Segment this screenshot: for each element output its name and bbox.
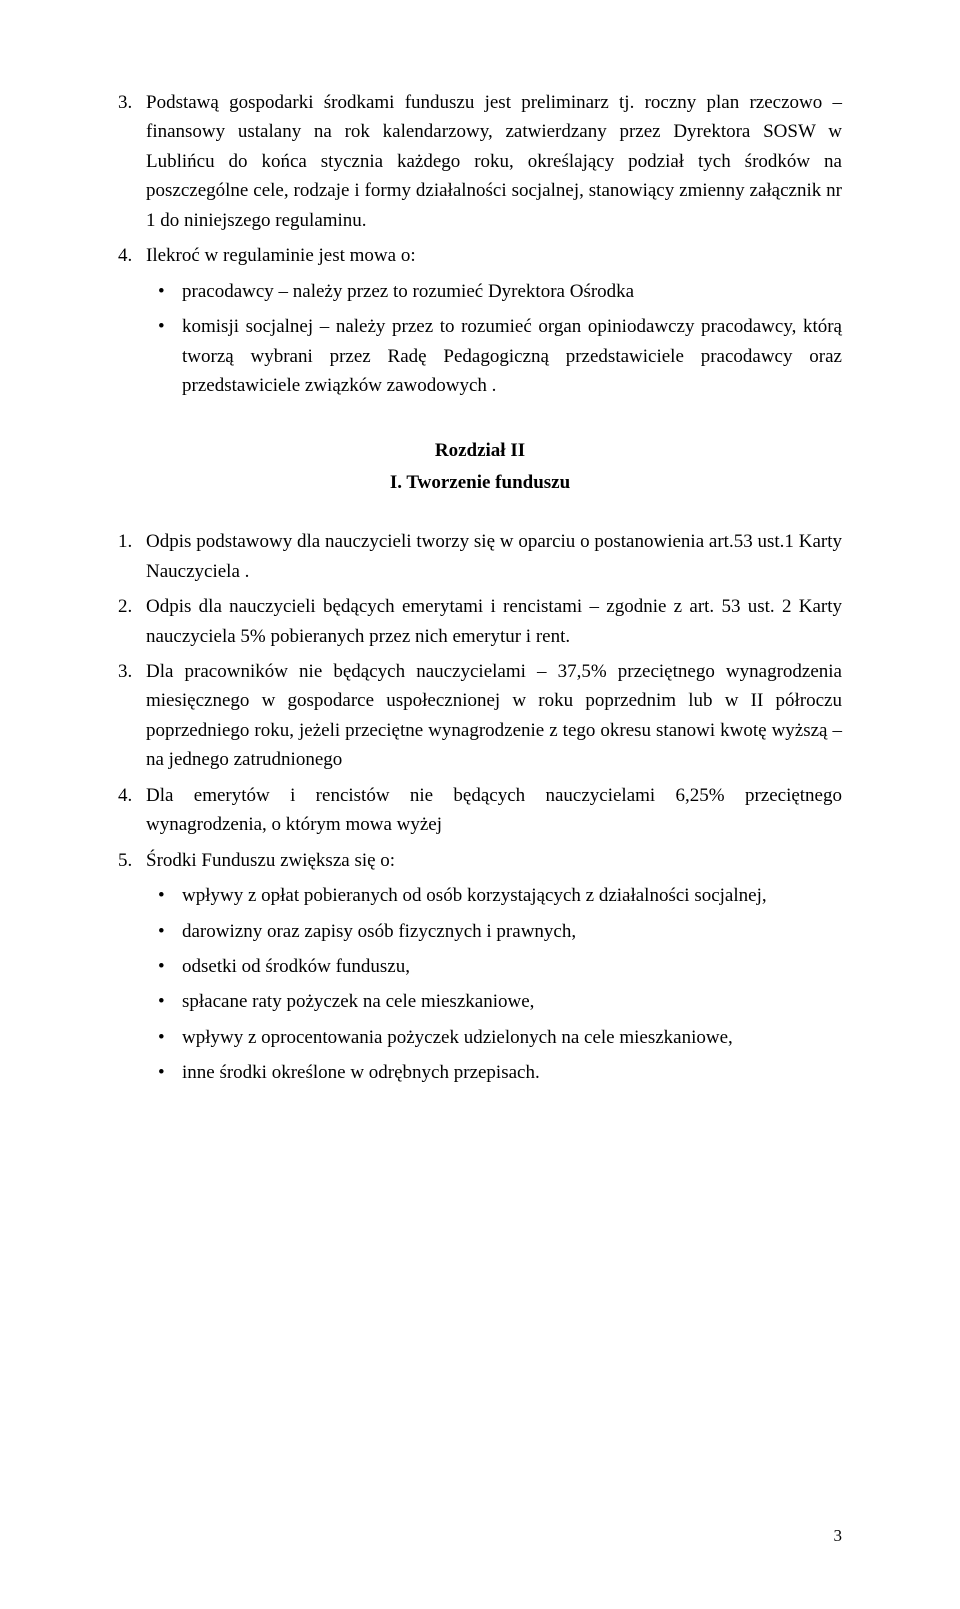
list-text: Środki Funduszu zwiększa się o: — [146, 846, 842, 875]
list-text: Dla emerytów i rencistów nie będących na… — [146, 781, 842, 840]
bullet-item: odsetki od środków funduszu, — [146, 952, 842, 981]
list-number: 3. — [118, 88, 146, 235]
bullet-list-r5: wpływy z opłat pobieranych od osób korzy… — [146, 881, 842, 1088]
list-text: Podstawą gospodarki środkami funduszu je… — [146, 88, 842, 235]
bullet-item: inne środki określone w odrębnych przepi… — [146, 1058, 842, 1087]
list-text: Odpis podstawowy dla nauczycieli tworzy … — [146, 527, 842, 586]
list-number: 1. — [118, 527, 146, 586]
list-text: Odpis dla nauczycieli będących emerytami… — [146, 592, 842, 651]
list-number: 4. — [118, 781, 146, 840]
page-number: 3 — [834, 1523, 843, 1549]
list-number: 2. — [118, 592, 146, 651]
bullet-item: komisji socjalnej – należy przez to rozu… — [146, 312, 842, 400]
list-number: 4. — [118, 241, 146, 270]
bullet-item: wpływy z oprocentowania pożyczek udzielo… — [146, 1023, 842, 1052]
list-text: Ilekroć w regulaminie jest mowa o: — [146, 241, 842, 270]
list-item-r3: 3. Dla pracowników nie będących nauczyci… — [118, 657, 842, 775]
bullet-item: wpływy z opłat pobieranych od osób korzy… — [146, 881, 842, 910]
bullet-item: darowizny oraz zapisy osób fizycznych i … — [146, 917, 842, 946]
list-item-r5: 5. Środki Funduszu zwiększa się o: — [118, 846, 842, 875]
bullet-item: spłacane raty pożyczek na cele mieszkani… — [146, 987, 842, 1016]
list-number: 3. — [118, 657, 146, 775]
list-text: Dla pracowników nie będących nauczyciela… — [146, 657, 842, 775]
list-number: 5. — [118, 846, 146, 875]
list-item-4: 4. Ilekroć w regulaminie jest mowa o: — [118, 241, 842, 270]
chapter-heading: Rozdział II — [118, 436, 842, 465]
list-item-r1: 1. Odpis podstawowy dla nauczycieli twor… — [118, 527, 842, 586]
list-item-r4: 4. Dla emerytów i rencistów nie będących… — [118, 781, 842, 840]
list-item-3: 3. Podstawą gospodarki środkami funduszu… — [118, 88, 842, 235]
chapter-subheading: I. Tworzenie funduszu — [118, 468, 842, 497]
bullet-item: pracodawcy – należy przez to rozumieć Dy… — [146, 277, 842, 306]
bullet-list-4: pracodawcy – należy przez to rozumieć Dy… — [146, 277, 842, 401]
list-item-r2: 2. Odpis dla nauczycieli będących emeryt… — [118, 592, 842, 651]
